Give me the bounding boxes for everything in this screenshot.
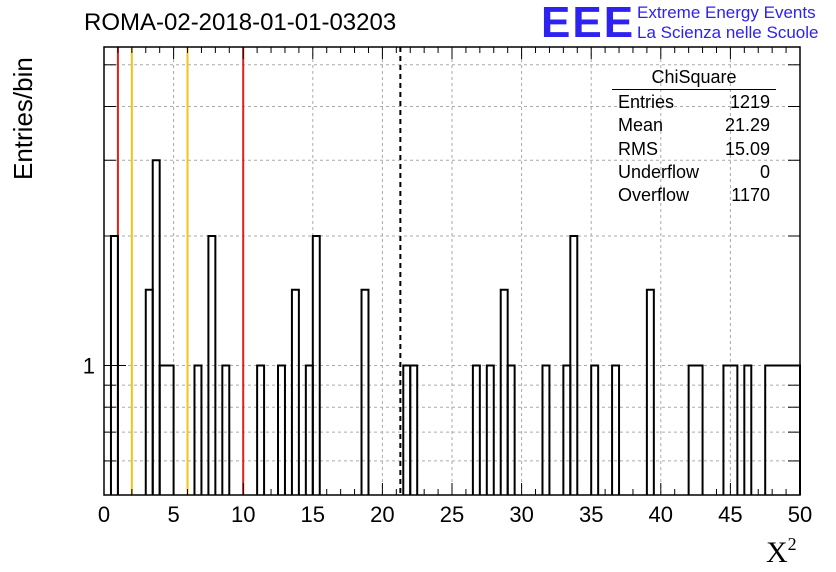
stats-label: Overflow <box>618 185 690 206</box>
stats-label: Entries <box>618 92 675 113</box>
stats-value: 15.09 <box>724 138 770 159</box>
histogram-bin <box>471 364 481 495</box>
histogram-bin <box>506 364 516 495</box>
histogram-bin <box>409 364 419 495</box>
stats-value: 21.29 <box>724 115 770 136</box>
x-tick-label: 50 <box>788 502 812 527</box>
stats-value: 1219 <box>729 92 770 113</box>
stats-row-mean: Mean 21.29 <box>612 114 776 137</box>
stats-title: ChiSquare <box>612 66 776 91</box>
x-tick-label: 20 <box>370 502 394 527</box>
stats-value: 0 <box>759 161 770 182</box>
histogram-bin <box>569 234 579 495</box>
x-tick-label: 45 <box>718 502 742 527</box>
y-tick-label: 1 <box>83 353 95 378</box>
histogram-bin <box>485 364 495 495</box>
x-axis-label: X2 <box>766 534 797 569</box>
x-tick-label: 5 <box>167 502 179 527</box>
stats-box: ChiSquare Entries 1219 Mean 21.29 RMS 15… <box>612 66 776 207</box>
stats-value: 1170 <box>731 185 770 206</box>
x-tick-label: 10 <box>231 502 255 527</box>
histogram-bin <box>645 288 655 495</box>
histogram-bin <box>611 364 621 495</box>
histogram-bin <box>743 364 753 495</box>
stats-label: Underflow <box>618 161 700 182</box>
eee-logo: EEE <box>541 0 636 47</box>
histogram-bin <box>207 234 217 495</box>
histogram-bin <box>590 364 600 495</box>
stats-row-overflow: Overflow 1170 <box>612 184 776 207</box>
x-tick-label: 0 <box>98 502 110 527</box>
chart-title: ROMA-02-2018-01-01-03203 <box>84 9 397 36</box>
histogram-bin <box>144 288 154 495</box>
histogram-bin <box>221 364 231 495</box>
x-tick-label: 25 <box>440 502 464 527</box>
stats-label: RMS <box>618 138 658 159</box>
histogram-bin <box>290 288 300 495</box>
stats-row-rms: RMS 15.09 <box>612 138 776 161</box>
histogram-bin <box>158 364 175 495</box>
histogram-bin <box>541 364 551 495</box>
x-tick-label: 35 <box>579 502 603 527</box>
stats-label: Mean <box>618 115 664 136</box>
histogram-bin <box>499 288 509 495</box>
stats-row-underflow: Underflow 0 <box>612 161 776 184</box>
histogram-bin <box>151 159 161 495</box>
x-tick-label: 30 <box>509 502 533 527</box>
logo-line-2: La Scienza nelle Scuole <box>637 23 819 42</box>
x-tick-label: 15 <box>301 502 325 527</box>
stats-row-entries: Entries 1219 <box>612 91 776 114</box>
histogram-bin <box>193 364 203 495</box>
histogram-bin <box>360 288 370 495</box>
histogram-bin <box>687 364 704 495</box>
histogram-bin <box>722 364 739 495</box>
histogram-bin <box>277 364 286 495</box>
histogram-bin <box>311 234 321 495</box>
logo-line-1: Extreme Energy Events <box>637 3 816 22</box>
x-tick-label: 40 <box>649 502 673 527</box>
histogram-bin <box>256 364 266 495</box>
